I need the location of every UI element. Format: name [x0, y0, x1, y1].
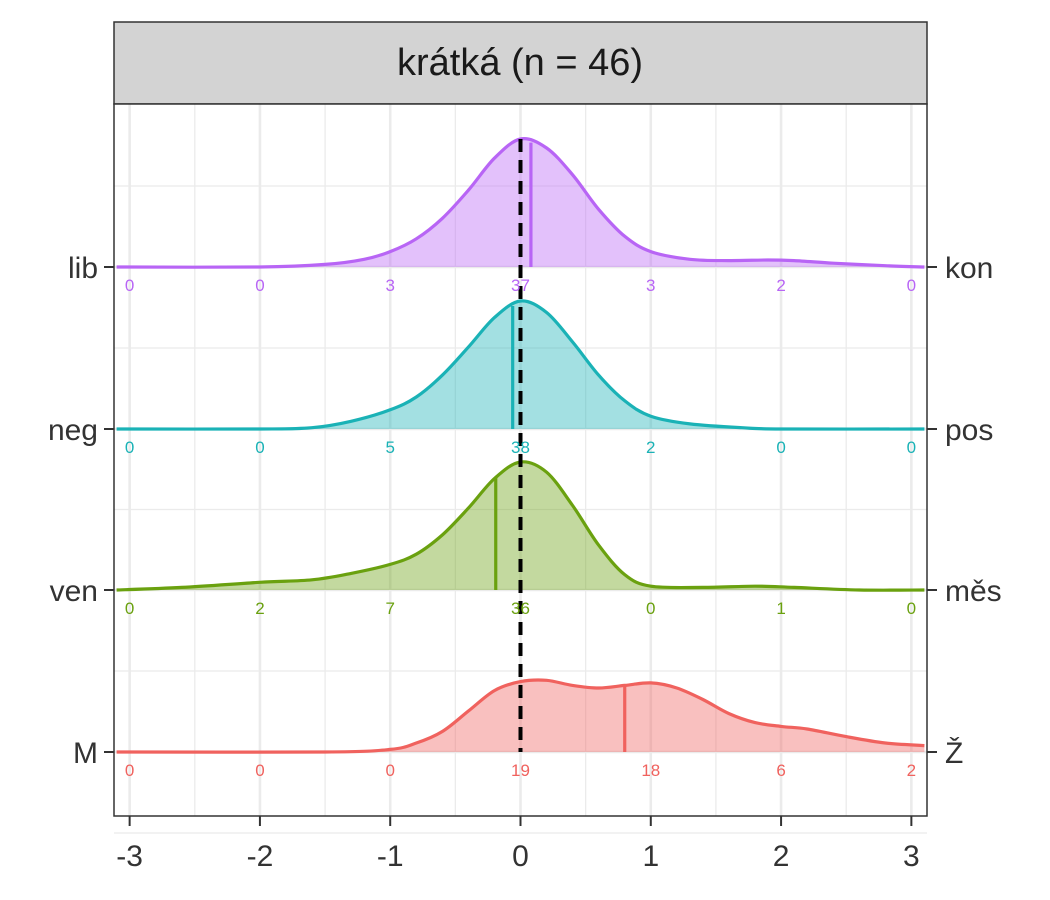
- count-label: 19: [511, 761, 530, 780]
- count-label: 38: [511, 438, 530, 457]
- count-label: 3: [385, 276, 394, 295]
- count-label: 18: [641, 761, 660, 780]
- y-label-left: lib: [68, 252, 98, 285]
- x-tick-label: -1: [377, 840, 404, 873]
- count-label: 0: [255, 761, 264, 780]
- count-label: 0: [907, 438, 916, 457]
- count-label: 0: [255, 276, 264, 295]
- chart-title: krátká (n = 46): [397, 42, 643, 84]
- count-label: 0: [125, 599, 134, 618]
- count-label: 0: [125, 761, 134, 780]
- density-line: [116, 137, 925, 269]
- y-label-left: neg: [48, 414, 98, 447]
- density-area: [116, 300, 925, 430]
- y-label-left: M: [73, 737, 98, 770]
- count-label: 3: [646, 276, 655, 295]
- x-tick-label: 1: [642, 840, 659, 873]
- count-label: 7: [385, 599, 394, 618]
- count-label: 36: [511, 599, 530, 618]
- count-label: 1: [776, 599, 785, 618]
- strip-header: krátká (n = 46): [113, 21, 928, 105]
- count-labels: 0 0 3 37 3 2 0 0 0 5 38 2 0 0 0 2 7 36 0 1 0 0 0 0 19 18 6 2: [125, 276, 916, 780]
- y-axis-left: lib neg ven M: [48, 252, 114, 770]
- count-label: 0: [907, 276, 916, 295]
- x-tick-label: 3: [903, 840, 920, 873]
- strip-background: [113, 21, 928, 105]
- y-label-right: kon: [945, 252, 993, 285]
- x-tick-label: -2: [247, 840, 274, 873]
- count-label: 0: [125, 276, 134, 295]
- count-label: 5: [385, 438, 394, 457]
- count-label: 0: [385, 761, 394, 780]
- count-label: 2: [646, 438, 655, 457]
- count-label: 2: [776, 276, 785, 295]
- count-label: 0: [646, 599, 655, 618]
- x-tick-label: -3: [116, 840, 143, 873]
- ridge-neg-pos: [116, 299, 925, 431]
- x-tick-label: 2: [773, 840, 790, 873]
- count-label: 0: [907, 599, 916, 618]
- y-label-right: Ž: [945, 737, 963, 770]
- y-label-left: ven: [50, 575, 98, 608]
- density-line: [116, 299, 925, 431]
- count-label: 0: [776, 438, 785, 457]
- x-tick-label: 0: [512, 840, 529, 873]
- count-label: 37: [511, 276, 530, 295]
- count-label: 0: [255, 438, 264, 457]
- y-axis-right: kon pos měs Ž: [927, 252, 1002, 770]
- count-label: 2: [907, 761, 916, 780]
- y-label-right: měs: [945, 575, 1002, 608]
- count-label: 0: [125, 438, 134, 457]
- count-label: 6: [776, 761, 785, 780]
- x-axis: -3 -2 -1 0 1 2 3: [116, 816, 920, 873]
- count-label: 2: [255, 599, 264, 618]
- y-label-right: pos: [945, 414, 993, 447]
- density-line: [116, 678, 925, 754]
